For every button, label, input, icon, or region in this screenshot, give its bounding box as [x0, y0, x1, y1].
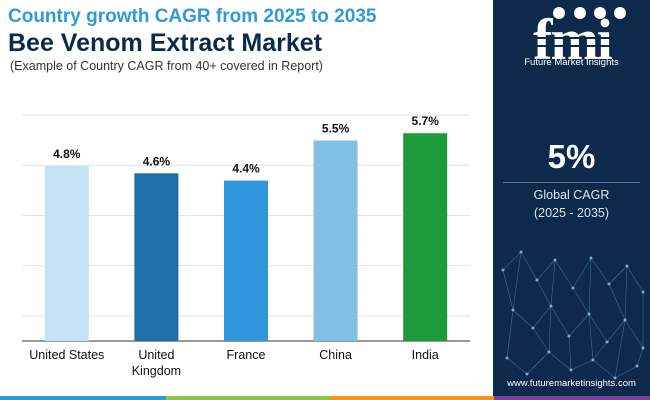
network-link [592, 359, 616, 379]
network-link [512, 251, 522, 311]
network-link [636, 347, 644, 367]
bar-india [403, 133, 448, 341]
network-link [512, 309, 534, 329]
network-node [613, 376, 617, 380]
x-tick-label: United [138, 348, 174, 362]
data-label: 4.4% [232, 162, 260, 176]
network-link [568, 313, 590, 337]
network-link [624, 265, 628, 321]
network-node [525, 372, 529, 376]
network-link [536, 279, 552, 307]
footer-segment [166, 396, 330, 400]
network-node [641, 346, 645, 350]
website-url[interactable]: www.futuremarketinsights.com [507, 378, 636, 389]
network-link [568, 335, 572, 371]
global-cagr-label: Global CAGR [533, 188, 610, 202]
network-node [623, 318, 627, 322]
data-label: 4.6% [143, 154, 171, 168]
network-node [589, 256, 593, 260]
network-link [532, 327, 550, 353]
network-link [588, 313, 608, 343]
network-link [548, 351, 572, 371]
network-link [572, 257, 592, 289]
fmi-logo-icon: fmi [517, 7, 627, 72]
global-cagr-value: 5% [547, 138, 596, 175]
network-node [511, 308, 515, 312]
network-link [592, 341, 608, 361]
network-link [506, 357, 528, 375]
side-panel: fmi Future Market Insights 5% Global CAG… [493, 0, 650, 400]
chart-title-line1: Country growth CAGR from 2025 to 2035 [8, 6, 377, 27]
network-link [590, 257, 610, 285]
chart-title-line2: Bee Venom Extract Market [8, 29, 323, 57]
x-tick-label: China [319, 348, 352, 362]
data-label: 5.5% [322, 122, 350, 136]
network-decoration-icon [501, 250, 645, 380]
network-node [505, 356, 509, 360]
network-link [588, 313, 594, 361]
network-node [587, 312, 591, 316]
network-link [614, 365, 638, 379]
global-cagr-period: (2025 - 2035) [533, 206, 610, 220]
x-tick-label: France [227, 348, 266, 362]
network-node [591, 358, 595, 362]
network-node [535, 278, 539, 282]
network-node [625, 264, 629, 268]
chart-subtitle: (Example of Country CAGR from 40+ covere… [10, 59, 323, 73]
network-node [531, 326, 535, 330]
bar-united-kingdom [134, 173, 179, 341]
network-node [567, 334, 571, 338]
network-node [549, 304, 553, 308]
footer-segment [330, 396, 494, 400]
bar-france [224, 180, 268, 341]
network-link [554, 259, 574, 289]
footer-segment [494, 396, 650, 400]
network-node [641, 290, 645, 294]
network-node [569, 368, 573, 372]
bar-china [313, 140, 358, 341]
network-link [608, 265, 628, 285]
footer-segment [0, 396, 166, 400]
bar-united-states [44, 166, 89, 341]
network-link [570, 359, 594, 371]
network-node [519, 250, 523, 254]
network-link [608, 283, 626, 321]
network-node [607, 282, 611, 286]
network-link [624, 319, 644, 349]
data-label: 4.8% [53, 147, 81, 161]
network-link [502, 269, 514, 311]
network-node [605, 340, 609, 344]
network-link [588, 257, 592, 315]
bar-chart: 4.8% United States 4.6% United Kingdom 4.4% Fr… [22, 114, 470, 378]
network-link [572, 287, 590, 315]
x-tick-label: Kingdom [132, 364, 181, 378]
network-node [547, 350, 551, 354]
network-link [548, 305, 552, 353]
network-link [536, 259, 556, 281]
network-node [501, 268, 505, 272]
network-node [635, 364, 639, 368]
network-node [553, 258, 557, 262]
x-tick-label: United States [29, 348, 104, 362]
network-link [532, 305, 552, 329]
network-link [520, 251, 538, 281]
x-tick-label: India [412, 348, 439, 362]
network-link [550, 305, 570, 337]
network-link [626, 265, 644, 293]
network-link [614, 319, 626, 379]
network-link [550, 259, 556, 307]
stat-divider [503, 182, 640, 183]
network-link [502, 251, 522, 271]
network-link [606, 319, 626, 343]
network-node [571, 286, 575, 290]
network-link [506, 309, 514, 359]
network-link [526, 351, 550, 375]
data-label: 5.7% [412, 114, 440, 128]
brand-name: Future Market Insights [524, 57, 619, 68]
